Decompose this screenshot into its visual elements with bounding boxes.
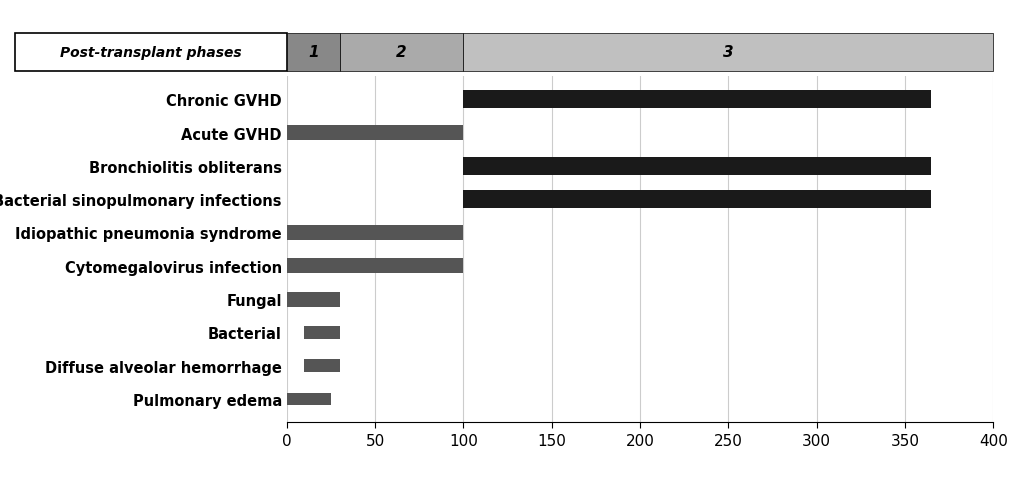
- Bar: [287, 292, 340, 307]
- Text: Post-transplant phases: Post-transplant phases: [60, 46, 242, 60]
- Bar: [287, 393, 331, 406]
- Bar: [287, 226, 463, 240]
- Bar: [287, 126, 463, 141]
- Bar: [463, 91, 932, 109]
- Bar: [304, 326, 340, 339]
- Bar: [287, 259, 463, 274]
- Text: 3: 3: [723, 45, 733, 60]
- Bar: [304, 360, 340, 372]
- Text: 2: 2: [396, 45, 407, 60]
- Text: 1: 1: [308, 45, 318, 60]
- Bar: [463, 191, 932, 209]
- Bar: [463, 157, 932, 176]
